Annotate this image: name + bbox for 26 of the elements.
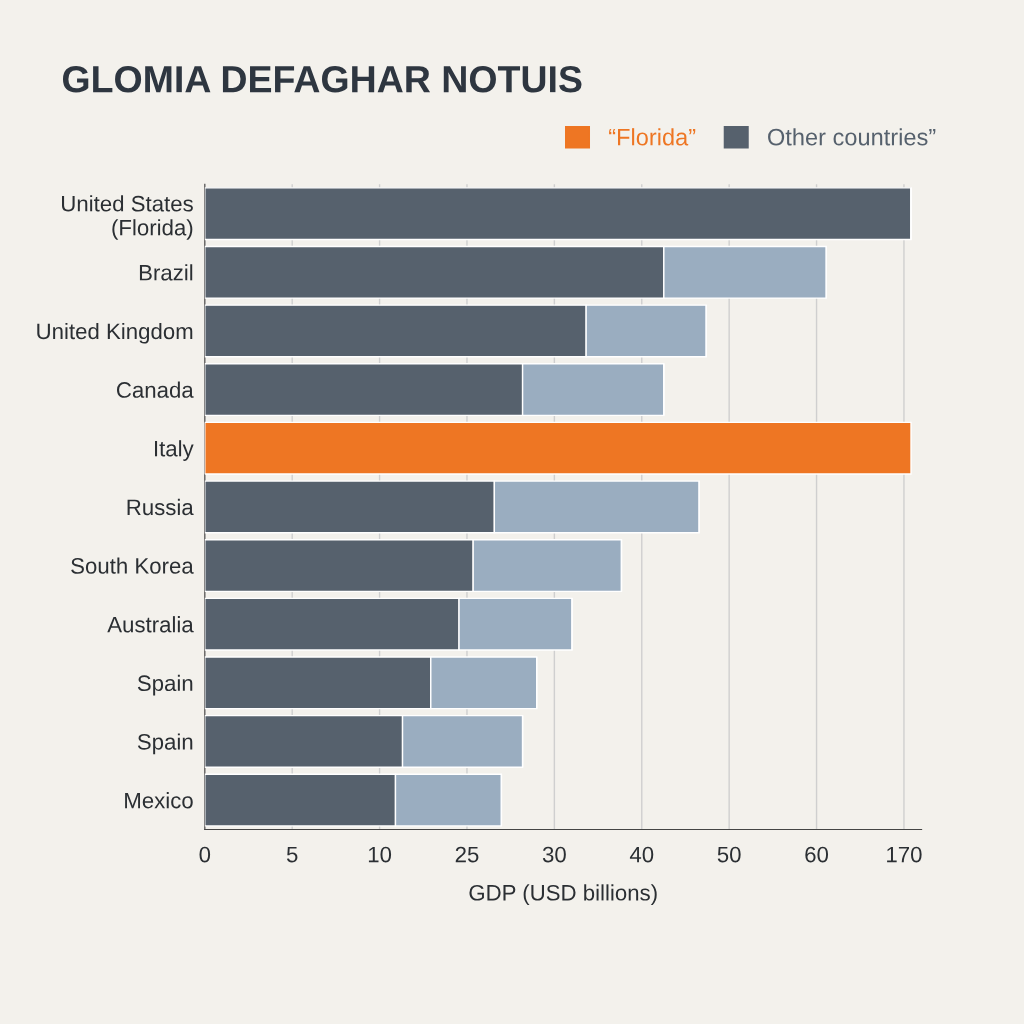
y-tick-label: South Korea xyxy=(71,557,194,574)
x-axis-title: GDP (USD billions) xyxy=(469,884,657,906)
text: 0 xyxy=(199,846,211,863)
bar xyxy=(204,421,912,475)
y-tick-label: Canada xyxy=(116,381,194,398)
y-tick-label: Brazil xyxy=(139,264,193,281)
y-tick-label: Spain xyxy=(137,733,193,755)
legend-label: “Florida” xyxy=(609,128,696,146)
text: 25 xyxy=(455,846,479,863)
text: 40 xyxy=(629,846,654,863)
y-tick-label: Mexico xyxy=(125,792,193,809)
text: 170 xyxy=(887,846,922,863)
text: 30 xyxy=(542,846,566,863)
y-tick-label: Italy xyxy=(154,440,194,461)
text: 10 xyxy=(368,846,392,863)
text: 50 xyxy=(717,846,741,863)
y-tick-label: United States (Florida) xyxy=(62,195,193,240)
chart-title: GLOMIA DEFAGHAR NOTUIS xyxy=(62,65,582,93)
y-tick-label: Australia xyxy=(107,616,194,633)
text: 60 xyxy=(805,846,829,863)
y-tick-label: Spain xyxy=(137,674,193,696)
bar xyxy=(204,187,912,241)
legend-label: Other countries” xyxy=(768,128,936,146)
text: 5 xyxy=(286,846,298,863)
y-tick-label: Russia xyxy=(127,498,194,516)
y-tick-label: United Kingdom xyxy=(37,322,193,344)
